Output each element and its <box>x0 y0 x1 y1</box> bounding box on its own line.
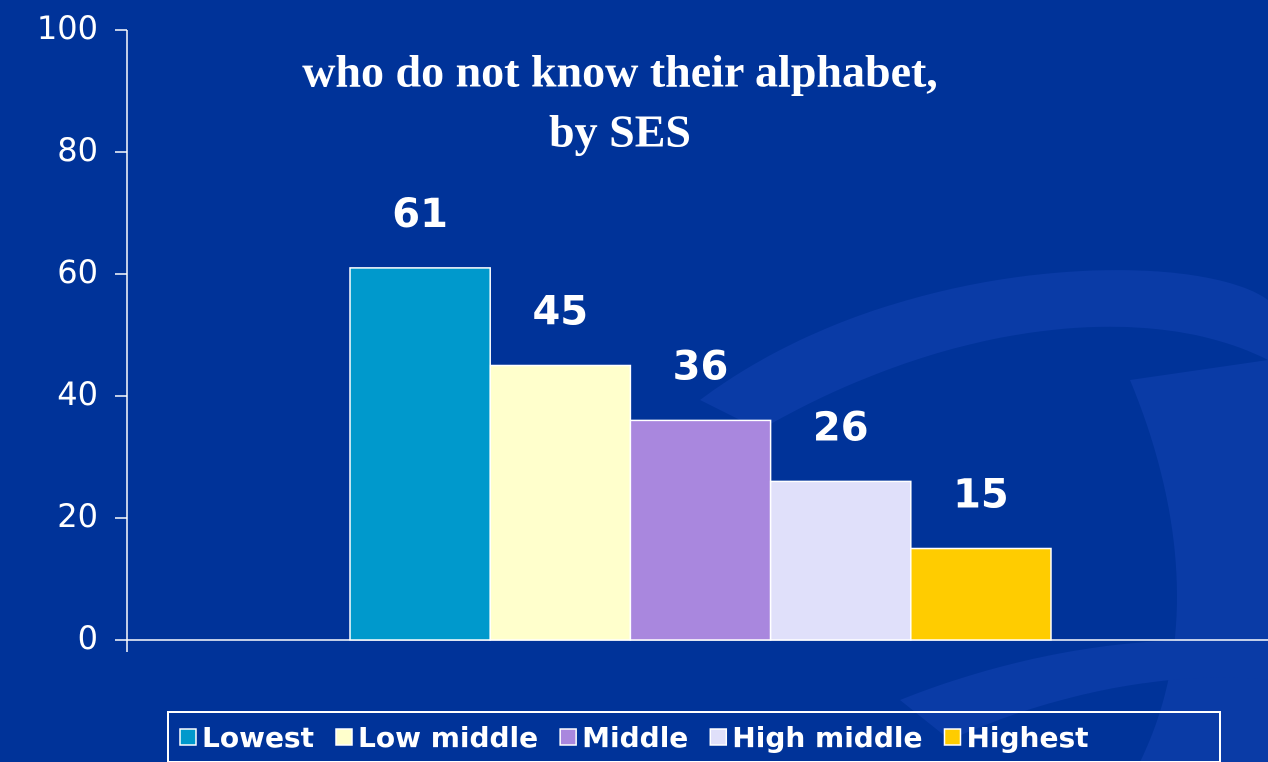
value-label: 61 <box>392 191 448 237</box>
decor-swoosh <box>900 640 1268 740</box>
legend-label: High middle <box>732 721 922 754</box>
y-tick-label: 40 <box>57 375 98 413</box>
value-label: 15 <box>953 472 1009 518</box>
bar <box>489 364 632 641</box>
chart-title: by SES <box>549 106 691 157</box>
bar <box>910 547 1052 641</box>
bar <box>769 480 912 641</box>
legend-swatch <box>559 728 577 746</box>
y-tick-label: 60 <box>57 253 98 291</box>
legend-label: Middle <box>582 721 688 754</box>
value-label: 26 <box>813 404 869 450</box>
legend-label: Lowest <box>202 721 314 754</box>
y-tick-label: 20 <box>57 497 98 535</box>
bar <box>349 267 491 641</box>
chart-title: who do not know their alphabet, <box>302 46 938 97</box>
y-tick-label: 80 <box>57 131 98 169</box>
legend-swatch <box>335 728 353 746</box>
legend-label: Low middle <box>358 721 538 754</box>
decor-swoosh <box>700 270 1268 430</box>
legend-swatch <box>179 728 197 746</box>
legend-label: Highest <box>966 721 1088 754</box>
value-label: 36 <box>673 343 729 389</box>
bar <box>629 419 772 641</box>
value-label: 45 <box>532 289 588 335</box>
legend-swatch <box>943 728 962 746</box>
legend-box <box>167 711 1221 762</box>
y-tick-label: 0 <box>78 619 98 657</box>
legend-swatch <box>709 728 728 746</box>
y-tick-label: 100 <box>37 9 98 47</box>
